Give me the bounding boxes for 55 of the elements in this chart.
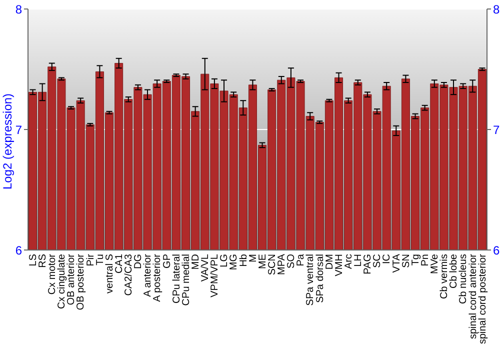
x-tick-label: Pir xyxy=(85,253,96,266)
x-tick-label: DM xyxy=(324,254,336,270)
y2-tick-label: 7 xyxy=(493,122,500,137)
x-tick-label: SO xyxy=(286,254,298,268)
x-tick-label: Arc xyxy=(343,254,354,269)
x-tick-label: CPu lateral xyxy=(171,254,182,304)
x-tick-label: MG xyxy=(228,254,240,270)
x-tick-label: RS xyxy=(37,254,48,268)
x-tick-label: OB anterior xyxy=(66,253,78,306)
x-tick-label: DG xyxy=(133,254,144,269)
x-tick-label: SPa ventral xyxy=(305,254,316,306)
x-tick-label: VTA xyxy=(391,254,402,273)
x-tick-label: SN xyxy=(400,254,412,268)
x-tick-label: LG xyxy=(219,254,230,268)
x-tick-label: CA1 xyxy=(114,254,125,274)
x-tick-label: PAG xyxy=(362,254,374,274)
x-tick-label: MVe xyxy=(430,254,441,274)
y-axis-title: Log2 (expression) xyxy=(0,93,14,190)
x-tick-label: VPM/VPL xyxy=(210,254,221,298)
x-tick-label: LH xyxy=(353,254,364,267)
y-tick-label: 8 xyxy=(15,2,22,16)
x-tick-label: Tu xyxy=(94,254,106,266)
x-tick-label: LS xyxy=(28,254,39,266)
x-tick-label: Cx cingulate xyxy=(56,254,68,310)
x-tick-label: A anterior xyxy=(142,253,154,297)
x-tick-label: GP xyxy=(162,254,173,268)
x-tick-label: spinal cord posterior xyxy=(477,253,488,344)
x-tick-label: Cb lobe xyxy=(448,254,460,288)
y-tick-label: 6 xyxy=(15,243,22,258)
y2-tick-label: 6 xyxy=(493,243,500,258)
x-tick-label: Tg xyxy=(410,254,422,266)
x-tick-label: CA2/CA3 xyxy=(124,254,135,296)
x-tick-label: ventral S xyxy=(104,254,116,294)
x-tick-label: Pn xyxy=(420,254,431,266)
x-tick-label: MPA xyxy=(276,254,288,275)
x-tick-label: M xyxy=(248,254,259,262)
x-tick-label: VMH xyxy=(334,254,345,276)
x-tick-label: spinal cord anterior xyxy=(468,253,479,340)
y2-tick-label: 8 xyxy=(493,2,500,16)
x-tick-label: ME xyxy=(257,254,268,269)
y-tick-label: 7 xyxy=(15,122,22,137)
x-tick-label: MD xyxy=(190,254,202,270)
x-tick-label: Hb xyxy=(238,254,250,267)
x-tick-label: SC xyxy=(372,254,384,268)
x-tick-label: CPu medial xyxy=(180,254,192,306)
x-tick-label: SCN xyxy=(266,254,278,276)
x-tick-label: Cb nucleus xyxy=(458,254,470,304)
x-tick-label: Pa xyxy=(296,254,307,266)
x-tick-label: VA/VL xyxy=(200,254,212,282)
x-tick-label: SPa dorsal xyxy=(314,254,326,303)
x-tick-label: OB posterior xyxy=(76,253,87,310)
x-tick-label: Cx motor xyxy=(47,253,58,295)
x-tick-label: IC xyxy=(382,254,393,264)
x-tick-label: Cb vermis xyxy=(439,254,450,300)
x-tick-label: A posterior xyxy=(152,253,164,302)
